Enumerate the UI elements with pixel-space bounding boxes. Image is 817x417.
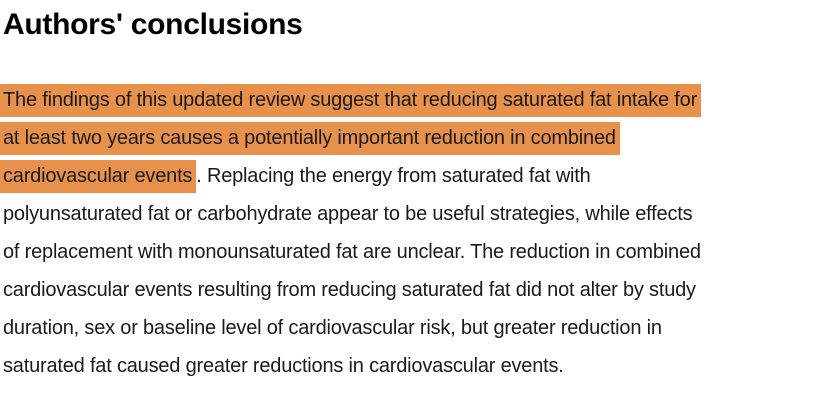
paragraph-line: at least two years causes a potentially … [0, 119, 817, 157]
paragraph-line: The findings of this updated review sugg… [0, 81, 817, 119]
paragraph-line: cardiovascular events resulting from red… [3, 271, 817, 309]
body-text: cardiovascular events resulting from red… [3, 279, 696, 301]
page-title: Authors' conclusions [3, 8, 303, 41]
body-text: polyunsaturated fat or carbohydrate appe… [3, 203, 693, 225]
paragraph-line: cardiovascular events. Replacing the ene… [0, 157, 817, 195]
paragraph-line: of replacement with monounsaturated fat … [3, 233, 817, 271]
document-page: Authors' conclusions The findings of thi… [0, 8, 817, 385]
body-text: duration, sex or baseline level of cardi… [3, 317, 662, 339]
body-text: . Replacing the energy from saturated fa… [196, 165, 591, 187]
highlighted-text: at least two years causes a potentially … [0, 122, 620, 155]
highlighted-text: The findings of this updated review sugg… [0, 84, 702, 117]
paragraph-line: polyunsaturated fat or carbohydrate appe… [3, 195, 817, 233]
paragraph-line: saturated fat caused greater reductions … [3, 347, 817, 385]
paragraph-line: duration, sex or baseline level of cardi… [3, 309, 817, 347]
body-text: of replacement with monounsaturated fat … [3, 241, 701, 263]
highlighted-text: cardiovascular events [0, 160, 197, 193]
conclusions-paragraph: The findings of this updated review sugg… [0, 81, 817, 385]
body-text: saturated fat caused greater reductions … [3, 355, 564, 377]
